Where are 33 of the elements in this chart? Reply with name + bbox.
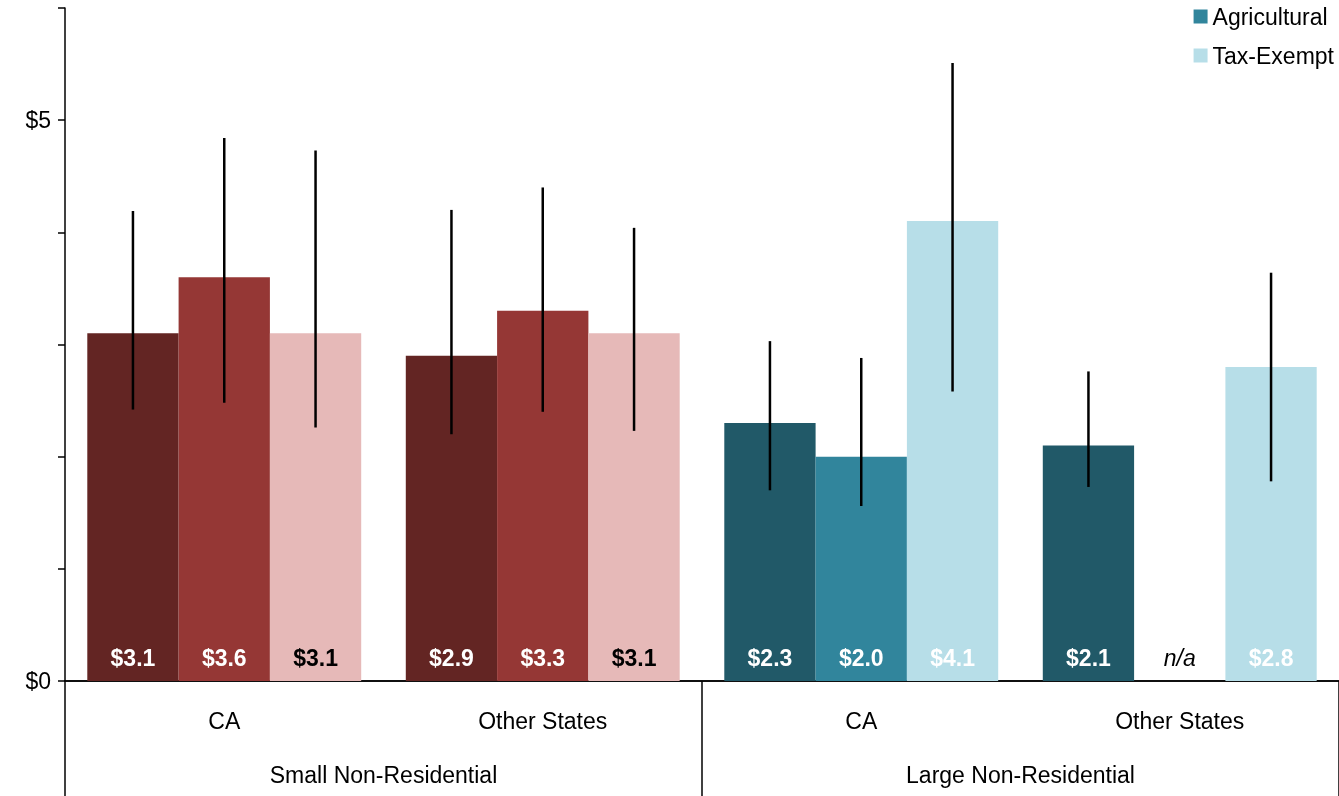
x-tick-label: CA [208, 707, 241, 734]
bar [1225, 366, 1317, 681]
data-label: $2.9 [429, 644, 474, 671]
data-label: $2.3 [747, 644, 793, 671]
text: n/a [1163, 644, 1196, 671]
data-label: $3.3 [520, 644, 566, 671]
data-label: $3.1 [293, 644, 339, 671]
data-label: $4.1 [930, 644, 976, 671]
text: Large Non-Residential [906, 761, 1135, 788]
bar [497, 310, 589, 681]
data-label: $2.8 [1248, 644, 1294, 671]
legend-label: Agricultural [1212, 3, 1328, 30]
data-label: $2.1 [1066, 644, 1112, 671]
bar [269, 333, 362, 681]
bar [1042, 445, 1135, 681]
bar [178, 277, 270, 681]
y-tick-label: $5 [25, 107, 51, 134]
legend-label: Tax-Exempt [1212, 42, 1335, 69]
bar [724, 423, 816, 681]
x-tick-label: Other States [1115, 707, 1245, 734]
data-label: $3.6 [201, 644, 247, 671]
x-tick-label: CA [845, 707, 878, 734]
x-tick-label: Other States [478, 707, 608, 734]
bar [87, 333, 179, 681]
data-label: $3.1 [110, 644, 156, 671]
bar [815, 456, 907, 681]
bar [405, 355, 498, 681]
data-label: $2.0 [838, 644, 884, 671]
data-label: $3.1 [611, 644, 657, 671]
bar [588, 333, 680, 681]
bar [906, 221, 999, 681]
y-tick-label: $0 [25, 668, 51, 694]
text: Small Non-Residential [269, 761, 498, 788]
